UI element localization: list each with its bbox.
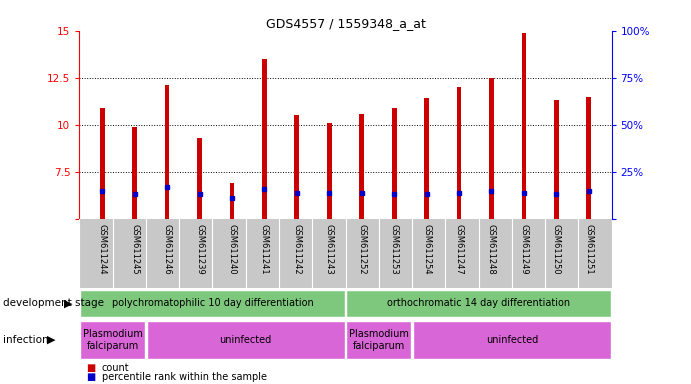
Bar — [262, 59, 267, 219]
Bar — [346, 290, 611, 317]
Text: GSM611249: GSM611249 — [520, 224, 529, 275]
Text: development stage: development stage — [3, 298, 104, 308]
Text: Plasmodium
falciparum: Plasmodium falciparum — [349, 329, 408, 351]
Bar — [413, 321, 611, 359]
Bar — [197, 138, 202, 219]
Bar — [146, 321, 345, 359]
Text: GSM611254: GSM611254 — [422, 224, 431, 275]
Text: GSM611244: GSM611244 — [97, 224, 106, 275]
Bar — [132, 127, 137, 219]
Text: polychromatophilic 10 day differentiation: polychromatophilic 10 day differentiatio… — [112, 298, 313, 308]
Text: ▶: ▶ — [47, 335, 55, 345]
Bar — [489, 78, 494, 219]
Bar — [80, 290, 345, 317]
Text: infection: infection — [3, 335, 49, 345]
Bar — [392, 108, 397, 219]
Text: ■: ■ — [86, 372, 95, 382]
Bar — [457, 87, 462, 219]
Text: orthochromatic 14 day differentiation: orthochromatic 14 day differentiation — [387, 298, 570, 308]
Text: GSM611253: GSM611253 — [390, 224, 399, 275]
Bar — [424, 98, 429, 219]
Text: GSM611247: GSM611247 — [455, 224, 464, 275]
Text: GSM611240: GSM611240 — [227, 224, 236, 275]
Text: percentile rank within the sample: percentile rank within the sample — [102, 372, 267, 382]
Text: GSM611246: GSM611246 — [162, 224, 171, 275]
Text: ■: ■ — [86, 363, 95, 373]
Text: GSM611248: GSM611248 — [487, 224, 496, 275]
Text: GSM611239: GSM611239 — [195, 224, 204, 275]
Text: Plasmodium
falciparum: Plasmodium falciparum — [83, 329, 142, 351]
Text: count: count — [102, 363, 129, 373]
Text: GSM611251: GSM611251 — [585, 224, 594, 275]
Text: GSM611241: GSM611241 — [260, 224, 269, 275]
Text: GSM611252: GSM611252 — [357, 224, 366, 275]
Bar — [294, 115, 299, 219]
Bar — [229, 183, 234, 219]
Bar — [164, 85, 169, 219]
Text: GSM611242: GSM611242 — [292, 224, 301, 275]
Bar — [359, 114, 364, 219]
Text: uninfected: uninfected — [220, 335, 272, 345]
Bar — [327, 123, 332, 219]
Bar — [554, 100, 559, 219]
Bar — [346, 321, 411, 359]
Text: uninfected: uninfected — [486, 335, 538, 345]
Title: GDS4557 / 1559348_a_at: GDS4557 / 1559348_a_at — [265, 17, 426, 30]
Text: ▶: ▶ — [64, 298, 73, 308]
Bar — [522, 33, 527, 219]
Text: GSM611245: GSM611245 — [130, 224, 139, 275]
Text: GSM611250: GSM611250 — [552, 224, 561, 275]
Bar — [100, 108, 104, 219]
Bar — [587, 97, 591, 219]
Bar — [80, 321, 145, 359]
Text: GSM611243: GSM611243 — [325, 224, 334, 275]
